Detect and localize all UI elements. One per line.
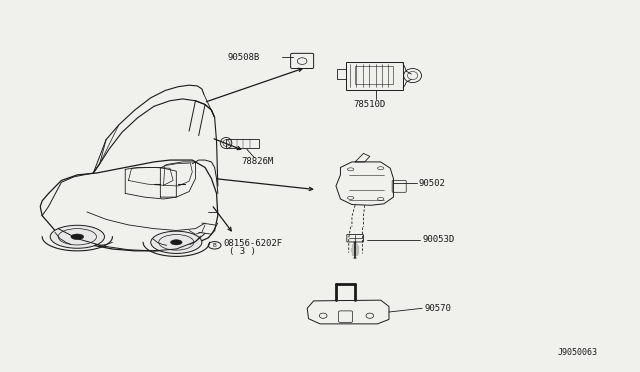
Ellipse shape <box>71 234 84 240</box>
Ellipse shape <box>50 225 104 248</box>
Text: 90502: 90502 <box>419 179 446 187</box>
Text: 90508B: 90508B <box>227 53 260 62</box>
Ellipse shape <box>171 240 182 245</box>
Ellipse shape <box>151 231 202 253</box>
Text: 90053D: 90053D <box>422 235 454 244</box>
Text: 08156-6202F: 08156-6202F <box>223 239 282 248</box>
Text: 78510D: 78510D <box>354 100 386 109</box>
Text: 78826M: 78826M <box>241 157 274 166</box>
Text: B: B <box>212 243 216 248</box>
Text: J9050063: J9050063 <box>558 348 598 357</box>
Text: 90570: 90570 <box>424 304 451 313</box>
Text: ( 3 ): ( 3 ) <box>228 247 255 256</box>
